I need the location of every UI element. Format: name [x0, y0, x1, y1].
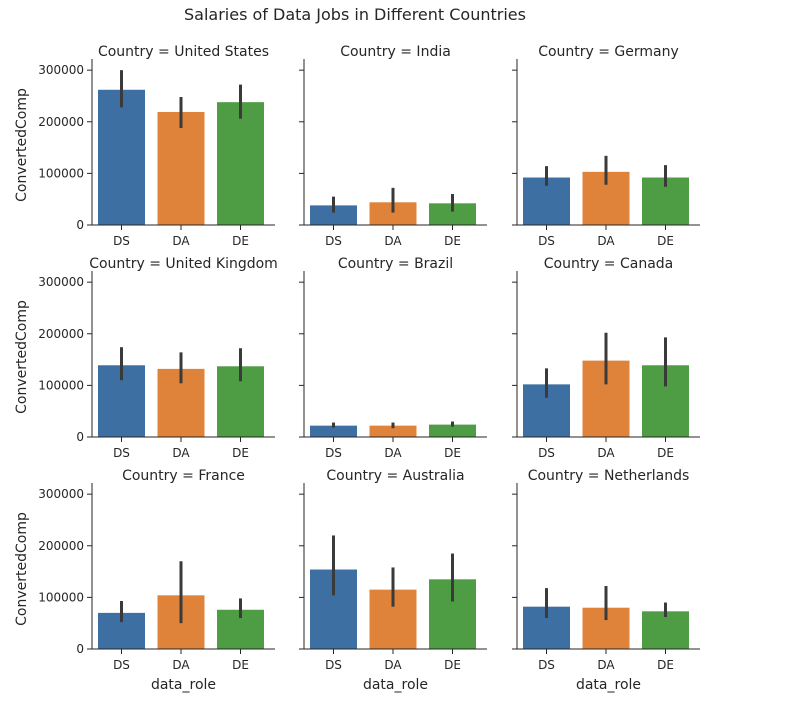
y-axis-label: ConvertedComp — [14, 88, 30, 202]
x-tick-label: DA — [384, 446, 402, 460]
x-tick-label: DE — [444, 658, 461, 672]
y-tick-label: 0 — [76, 430, 84, 444]
bar-ds — [98, 89, 145, 225]
facet-title: Country = Brazil — [338, 256, 453, 272]
facet-panel-netherlands: Country = Netherlands DS DA DE data_role — [512, 468, 700, 693]
bar-da — [157, 111, 205, 225]
x-tick-label: DA — [172, 446, 190, 460]
x-tick-label: DS — [325, 658, 342, 672]
facet-title: Country = France — [122, 468, 245, 484]
facet-panel-germany: Country = Germany DS DA DE — [512, 44, 700, 248]
y-tick-label: 100000 — [38, 378, 84, 392]
chart-title: Salaries of Data Jobs in Different Count… — [184, 5, 526, 24]
x-tick-label: DA — [172, 658, 190, 672]
x-tick-label: DA — [597, 446, 615, 460]
facet-panel-united-states: Country = United States 0 100000 200000 3000… — [14, 44, 275, 248]
y-tick-label: 0 — [76, 218, 84, 232]
bar-de — [217, 102, 264, 225]
facet-panel-canada: Country = Canada DS DA DE — [512, 256, 700, 460]
facet-title: Country = Netherlands — [528, 468, 690, 484]
x-tick-label: DE — [444, 234, 461, 248]
y-tick-label: 300000 — [38, 275, 84, 289]
bar-da — [369, 425, 417, 437]
x-tick-label: DE — [657, 234, 674, 248]
y-tick-label: 200000 — [38, 539, 84, 553]
bar-ds — [310, 205, 357, 225]
facet-title: Country = United States — [98, 44, 269, 60]
x-tick-label: DS — [113, 234, 130, 248]
x-tick-label: DA — [172, 234, 190, 248]
y-tick-label: 300000 — [38, 63, 84, 77]
facet-title: Country = Canada — [544, 256, 674, 272]
bar-de — [642, 611, 689, 649]
x-tick-label: DE — [232, 658, 249, 672]
bar-da — [369, 202, 417, 225]
facet-panel-australia: Country = Australia DS DA DE data_role — [299, 468, 487, 693]
y-tick-label: 0 — [76, 642, 84, 656]
facet-panel-india: Country = India DS DA DE — [299, 44, 487, 248]
x-tick-label: DE — [657, 658, 674, 672]
x-tick-label: DS — [113, 658, 130, 672]
x-tick-label: DS — [325, 234, 342, 248]
y-tick-label: 100000 — [38, 590, 84, 604]
x-tick-label: DE — [657, 446, 674, 460]
facet-title: Country = United Kingdom — [89, 256, 278, 272]
y-tick-label: 100000 — [38, 166, 84, 180]
x-tick-label: DE — [232, 234, 249, 248]
facet-panel-france: Country = France 0 100000 200000 300000 DS DA D… — [14, 468, 275, 693]
facet-panel-united-kingdom: Country = United Kingdom 0 100000 200000 300… — [14, 256, 278, 460]
facet-panel-brazil: Country = Brazil DS DA DE — [299, 256, 487, 460]
x-axis-label: data_role — [363, 677, 428, 693]
bar-de — [429, 203, 476, 225]
x-tick-label: DS — [325, 446, 342, 460]
bar-de — [429, 424, 476, 437]
y-axis-label: ConvertedComp — [14, 300, 30, 414]
facet-title: Country = Germany — [538, 44, 679, 60]
x-tick-label: DA — [597, 658, 615, 672]
x-tick-label: DS — [538, 234, 555, 248]
x-tick-label: DE — [232, 446, 249, 460]
bar-ds — [310, 425, 357, 437]
x-axis-label: data_role — [151, 677, 216, 693]
x-tick-label: DS — [113, 446, 130, 460]
x-tick-label: DS — [538, 658, 555, 672]
x-axis-label: data_role — [576, 677, 641, 693]
y-tick-label: 300000 — [38, 487, 84, 501]
y-tick-label: 200000 — [38, 327, 84, 341]
x-tick-label: DA — [597, 234, 615, 248]
facet-title: Country = Australia — [326, 468, 464, 484]
x-tick-label: DA — [384, 658, 402, 672]
x-tick-label: DA — [384, 234, 402, 248]
y-tick-label: 200000 — [38, 115, 84, 129]
y-axis-label: ConvertedComp — [14, 512, 30, 626]
facet-title: Country = India — [340, 44, 451, 60]
x-tick-label: DS — [538, 446, 555, 460]
x-tick-label: DE — [444, 446, 461, 460]
facet-grid: Country = United States 0 100000 200000 3000… — [14, 44, 700, 693]
